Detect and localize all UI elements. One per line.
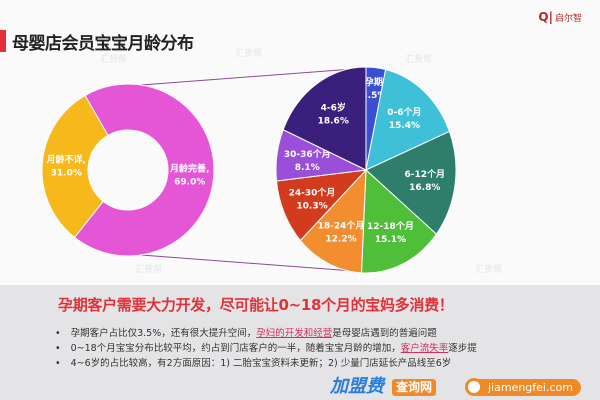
slice-6-12个月 bbox=[365, 130, 457, 235]
badge-url: jiamengfei.com bbox=[470, 379, 581, 396]
badge-brand: 加盟费 bbox=[330, 376, 384, 397]
slice-value-label: 15.4% bbox=[389, 121, 420, 131]
slice-label: 孕期 bbox=[365, 76, 383, 88]
slice-value-label: 16.8% bbox=[409, 183, 440, 193]
slice-label: 月龄完善, bbox=[169, 163, 209, 175]
charts: 月龄完善, 69.0% 月龄不详, 31.0% 孕期 3.5%0-6个月 15.4% 6-1… bbox=[41, 66, 457, 274]
bullet-item: 0~18个月宝宝分布比较平均，约占到门店客户的一半，随着宝宝月龄的增加，客户流失… bbox=[55, 341, 477, 356]
slice-4-6岁 bbox=[282, 66, 367, 171]
bullet-highlight: 孕妇的开发和经营 bbox=[256, 328, 333, 339]
magnifier-icon bbox=[465, 378, 483, 396]
slice-value-label: 15.1% bbox=[375, 235, 406, 245]
connector-line-top bbox=[127, 67, 367, 87]
bullet-item: 4~6岁的占比较高，有2方面原因：1) 二胎宝宝资料未更新；2) 少量门店延长产… bbox=[55, 356, 477, 371]
slice-月龄不详 bbox=[41, 94, 109, 239]
bullet-text: 逐步提 bbox=[448, 343, 477, 354]
donut-chart: 月龄完善, 69.0% 月龄不详, 31.0% bbox=[41, 83, 215, 257]
slice-label: 4-6岁 bbox=[321, 101, 346, 113]
summary-headline: 孕期客户需要大力开发，尽可能让0~18个月的宝妈多消费！ bbox=[58, 296, 454, 314]
slice-label: 6-12个月 bbox=[405, 168, 446, 180]
slice-12-18个月 bbox=[360, 168, 438, 274]
slice-label: 月龄不详, bbox=[46, 153, 86, 165]
slice-18-24个月 bbox=[299, 168, 367, 274]
slice-label: 24-30个月 bbox=[289, 186, 336, 198]
slice-0-6个月 bbox=[365, 68, 451, 171]
page-title: 母婴店会员宝宝月龄分布 bbox=[12, 34, 194, 54]
slice-value-label: 3.5% bbox=[361, 91, 386, 101]
bullet-text: 0~18个月宝宝分布比较平均，约占到门店客户的一半，随着宝宝月龄的增加， bbox=[70, 343, 401, 354]
title-accent-bar bbox=[0, 30, 6, 52]
pie-chart: 孕期 3.5%0-6个月 15.4% 6-12个月 16.8% 12-18个月 15.1% 1… bbox=[275, 66, 457, 274]
slice-value-label: 18.6% bbox=[318, 116, 349, 126]
watermark: 汇货帮 bbox=[100, 55, 128, 65]
slice-label: 18-24个月 bbox=[318, 220, 365, 232]
slice-label: 12-18个月 bbox=[367, 220, 414, 232]
logo-mark: Q| bbox=[538, 10, 553, 24]
watermark: 汇货帮 bbox=[475, 265, 503, 275]
slice-label: 30-36个月 bbox=[284, 148, 331, 160]
watermark-badge: 加盟费 查询网 jiamengfei.com bbox=[330, 376, 595, 400]
bullet-item: 孕期客户占比仅3.5%，还有很大提升空间，孕妇的开发和经营是母婴店遇到的普遍问题 bbox=[55, 326, 477, 341]
slice-label: 0-6个月 bbox=[387, 106, 421, 118]
slice-月龄完善 bbox=[73, 83, 215, 257]
connector-line-bottom bbox=[127, 253, 367, 273]
slice-value-label: 31.0% bbox=[51, 168, 82, 178]
logo: Q| 启尔智 bbox=[538, 10, 582, 24]
summary-bullets: 孕期客户占比仅3.5%，还有很大提升空间，孕妇的开发和经营是母婴店遇到的普遍问题… bbox=[55, 326, 477, 371]
slice-value-label: 12.2% bbox=[325, 235, 356, 245]
bullet-highlight: 客户流失率 bbox=[400, 343, 449, 354]
bullet-text: 是母婴店遇到的普遍问题 bbox=[332, 328, 437, 339]
slice-value-label: 10.3% bbox=[296, 201, 327, 211]
slice-value-label: 69.0% bbox=[174, 178, 205, 188]
watermark: 汇货帮 bbox=[135, 265, 163, 275]
logo-text: 启尔智 bbox=[554, 13, 582, 24]
bullet-text: 4~6岁的占比较高，有2方面原因：1) 二胎宝宝资料未更新；2) 少量门店延长产… bbox=[70, 358, 452, 369]
watermark: 汇货帮 bbox=[405, 55, 433, 65]
slice-value-label: 8.1% bbox=[295, 163, 320, 173]
badge-tag: 查询网 bbox=[392, 379, 437, 396]
bullet-text: 孕期客户占比仅3.5%，还有很大提升空间， bbox=[70, 328, 257, 339]
watermark: 汇货帮 bbox=[235, 49, 263, 59]
